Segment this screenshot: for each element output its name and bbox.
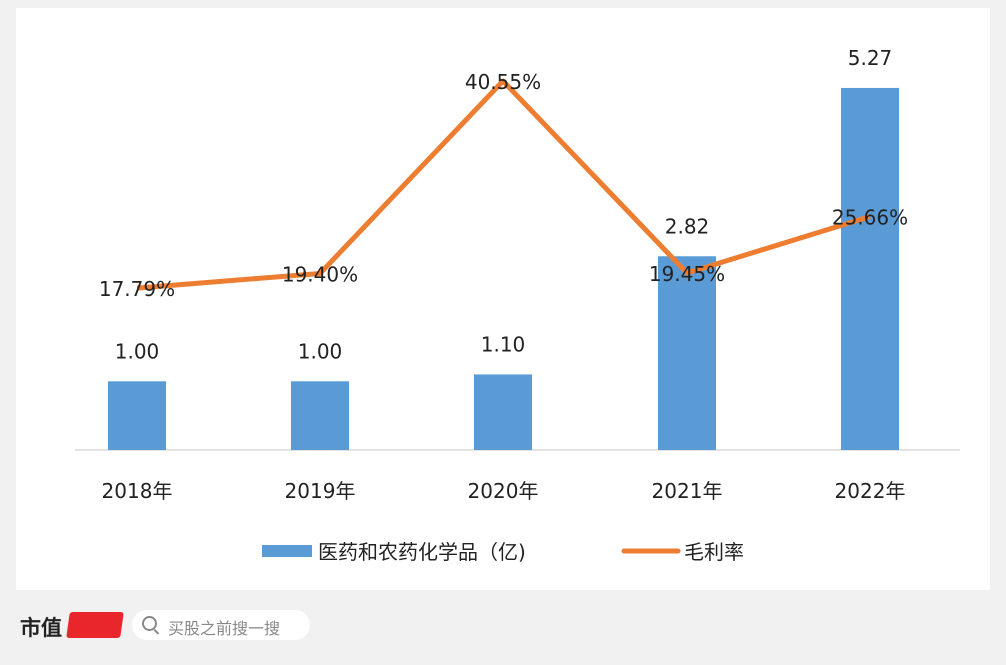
bar-data-label: 1.00 [298,339,343,363]
legend-bar-swatch [262,545,312,557]
bar [291,381,349,450]
line-data-label: 40.55% [465,70,541,94]
bar [474,374,532,450]
search-icon [142,616,157,631]
chart-card: 1.00 1.00 1.10 2.82 5.27 2018年 2019年 2020年 2021年… [16,8,990,590]
line-data-label: 17.79% [99,277,175,301]
footer: 市值 买股之前搜一搜 [0,600,1006,665]
x-tick-label: 2020年 [468,479,539,503]
brand-name: 市值 [20,615,62,640]
bar-data-label: 1.10 [481,332,526,356]
bar-data-label: 1.00 [115,339,160,363]
line-data-label: 25.66% [832,205,908,229]
bar-data-label: 2.82 [665,214,710,238]
brand-logo [66,612,124,638]
bar [841,87,899,451]
line-series [136,78,871,291]
search-box[interactable]: 买股之前搜一搜 [132,610,310,640]
x-tick-label: 2022年 [835,479,906,503]
bar [658,256,716,450]
chart: 1.00 1.00 1.10 2.82 5.27 2018年 2019年 2020年 2021年… [75,46,960,564]
line-data-label: 19.45% [649,262,725,286]
line-data-label: 19.40% [282,262,358,286]
x-tick-label: 2021年 [652,479,723,503]
x-tick-label: 2018年 [102,479,173,503]
x-tick-label: 2019年 [285,479,356,503]
bar [108,381,166,450]
legend-line-label: 毛利率 [684,540,744,564]
bar-data-label: 5.27 [848,46,893,70]
search-placeholder: 买股之前搜一搜 [168,619,281,638]
legend-bar-label: 医药和农药化学品（亿) [318,540,526,564]
